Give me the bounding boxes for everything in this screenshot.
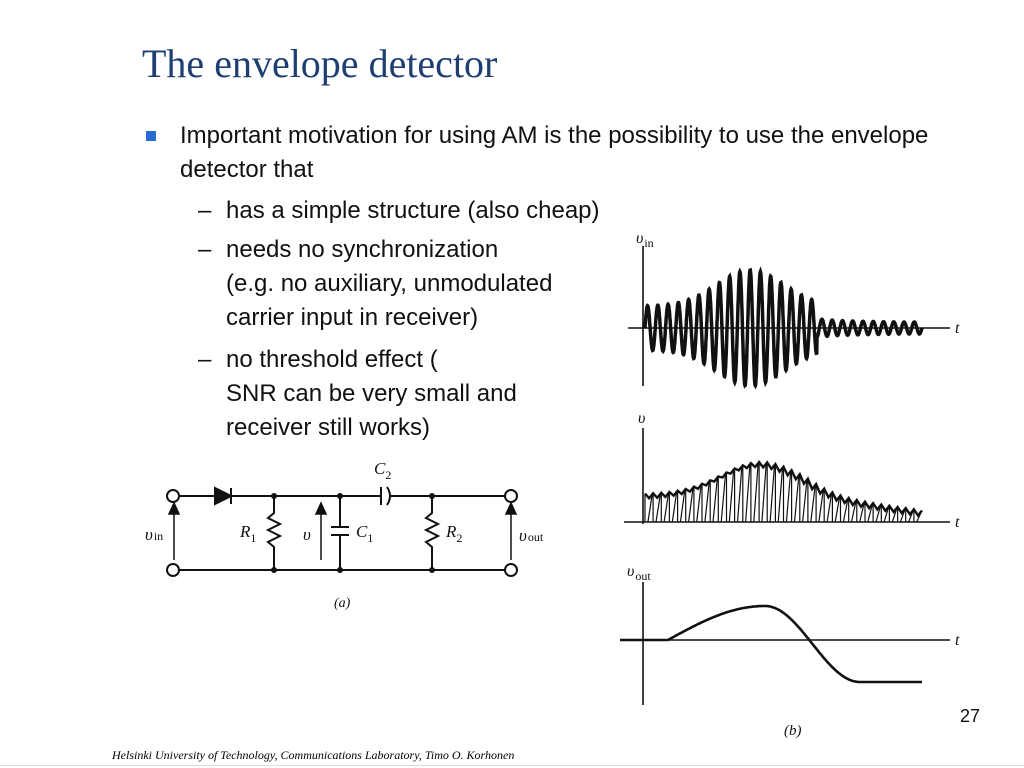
svg-text:C1: C1	[356, 522, 373, 545]
footer-text: Helsinki University of Technology, Commu…	[112, 748, 515, 762]
vout-subscript: out	[528, 530, 544, 544]
svg-text:υin: υin	[636, 230, 654, 250]
dash-marker: –	[198, 197, 212, 224]
bullet-marker	[146, 131, 156, 141]
page-number: 27	[960, 706, 981, 726]
dash-marker: –	[198, 346, 212, 373]
slide-title: The envelope detector	[142, 41, 498, 86]
dash-marker: –	[198, 236, 212, 263]
subitem-line: SNR can be very small and	[226, 380, 517, 407]
vin-label: υ	[145, 525, 153, 544]
c2-label: C	[374, 459, 386, 478]
vin-waveform	[643, 266, 924, 390]
svg-text:R1: R1	[239, 522, 256, 545]
subitem-text: needs no synchronization (e.g. no auxili…	[226, 233, 552, 335]
r2-subscript: 2	[456, 531, 462, 545]
t-axis-label: t	[955, 632, 960, 649]
subitem-line: (e.g. no auxiliary, unmodulated	[226, 270, 553, 297]
t-axis-label: t	[955, 514, 960, 531]
v-axis-label: υ	[638, 410, 645, 427]
subitem-text: no threshold effect ( SNR can be very sm…	[226, 343, 517, 445]
svg-text:R2: R2	[445, 522, 462, 545]
subitem-line: has a simple structure (also cheap)	[226, 197, 600, 224]
c1-subscript: 1	[367, 531, 373, 545]
vout-waveform	[620, 604, 922, 684]
subitem-line: receiver still works)	[226, 414, 431, 441]
vout-label: υ	[519, 526, 527, 545]
svg-text:υin: υin	[145, 525, 163, 544]
t-axis-label: t	[955, 320, 960, 337]
vin-axis-label: υ	[636, 230, 643, 247]
c1-label: C	[356, 522, 368, 541]
r2-label: R	[445, 522, 457, 541]
figure-a-caption: (a)	[334, 596, 351, 611]
svg-text:υout: υout	[519, 526, 544, 545]
v-ripple-lines	[644, 462, 922, 523]
vin-axis-subscript: in	[644, 236, 653, 250]
vout-axis-subscript: out	[635, 569, 651, 583]
v-label: υ	[303, 525, 311, 544]
r1-subscript: 1	[250, 531, 256, 545]
vin-subscript: in	[154, 529, 163, 543]
figure-b-caption: (b)	[784, 723, 802, 739]
subitem-line: no threshold effect (	[226, 346, 438, 373]
subitem-line: carrier input in receiver)	[226, 304, 479, 331]
bullet-text: Important motivation for using AM is the…	[180, 122, 929, 183]
r1-label: R	[239, 522, 251, 541]
subitem-line: needs no synchronization	[226, 236, 499, 263]
subitem-text: has a simple structure (also cheap)	[226, 194, 600, 228]
vout-axis-label: υ	[627, 563, 634, 580]
svg-text:C2: C2	[374, 459, 391, 482]
footer-rule	[0, 765, 1024, 766]
c2-subscript: 2	[385, 468, 391, 482]
svg-text:υout: υout	[627, 563, 651, 583]
